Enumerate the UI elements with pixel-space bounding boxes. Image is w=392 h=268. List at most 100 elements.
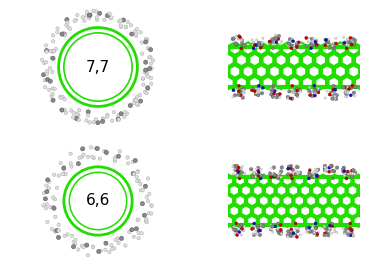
- Circle shape: [98, 11, 102, 16]
- Circle shape: [257, 89, 260, 91]
- Circle shape: [343, 174, 345, 177]
- Circle shape: [274, 41, 276, 43]
- Circle shape: [279, 170, 283, 173]
- Circle shape: [91, 155, 94, 159]
- Circle shape: [268, 172, 272, 175]
- Circle shape: [274, 36, 276, 38]
- Circle shape: [330, 222, 333, 225]
- Circle shape: [350, 42, 354, 46]
- Circle shape: [309, 87, 310, 89]
- Circle shape: [139, 31, 142, 34]
- Circle shape: [259, 229, 262, 232]
- Circle shape: [312, 42, 314, 44]
- Circle shape: [45, 69, 49, 73]
- Circle shape: [63, 108, 66, 111]
- Circle shape: [258, 91, 260, 94]
- Circle shape: [133, 98, 136, 102]
- Circle shape: [294, 228, 296, 230]
- Circle shape: [305, 44, 308, 48]
- Circle shape: [146, 46, 150, 50]
- Circle shape: [137, 236, 140, 240]
- Circle shape: [236, 169, 239, 172]
- Circle shape: [87, 13, 91, 17]
- Circle shape: [333, 42, 335, 44]
- Circle shape: [51, 87, 54, 90]
- Circle shape: [313, 232, 315, 234]
- Circle shape: [312, 43, 315, 46]
- Circle shape: [62, 32, 67, 36]
- Circle shape: [71, 116, 75, 119]
- Circle shape: [343, 172, 345, 174]
- Circle shape: [351, 84, 354, 87]
- Circle shape: [328, 93, 331, 96]
- Circle shape: [232, 96, 234, 98]
- Circle shape: [270, 89, 272, 91]
- Circle shape: [131, 160, 134, 163]
- Circle shape: [314, 39, 318, 42]
- Circle shape: [327, 39, 329, 41]
- Circle shape: [315, 39, 317, 41]
- Circle shape: [142, 83, 145, 86]
- Circle shape: [252, 233, 256, 237]
- Circle shape: [278, 174, 282, 177]
- Circle shape: [253, 173, 255, 175]
- Circle shape: [327, 40, 330, 43]
- Circle shape: [323, 164, 327, 168]
- Circle shape: [354, 171, 357, 174]
- Circle shape: [123, 110, 127, 114]
- Circle shape: [65, 23, 68, 27]
- Circle shape: [345, 43, 348, 46]
- Circle shape: [272, 43, 274, 45]
- Circle shape: [44, 206, 47, 210]
- Circle shape: [61, 172, 64, 176]
- Circle shape: [347, 228, 350, 231]
- Circle shape: [272, 173, 275, 176]
- Circle shape: [289, 234, 293, 238]
- Circle shape: [316, 232, 319, 235]
- Circle shape: [238, 91, 240, 93]
- Circle shape: [290, 97, 294, 100]
- Circle shape: [139, 183, 142, 186]
- Circle shape: [333, 89, 336, 92]
- Circle shape: [243, 91, 246, 94]
- Circle shape: [343, 230, 347, 234]
- Circle shape: [51, 70, 54, 74]
- Circle shape: [256, 91, 258, 93]
- Circle shape: [136, 179, 139, 183]
- Circle shape: [128, 230, 131, 234]
- Circle shape: [51, 56, 55, 60]
- Circle shape: [257, 47, 260, 49]
- Circle shape: [354, 95, 356, 97]
- Circle shape: [298, 41, 300, 44]
- Circle shape: [290, 44, 294, 48]
- Circle shape: [291, 168, 294, 172]
- Circle shape: [314, 222, 317, 225]
- Circle shape: [106, 113, 109, 117]
- Circle shape: [241, 95, 243, 97]
- Circle shape: [272, 175, 276, 178]
- Circle shape: [352, 40, 354, 43]
- Circle shape: [137, 179, 140, 183]
- Circle shape: [144, 37, 148, 40]
- Circle shape: [291, 84, 294, 87]
- Circle shape: [147, 192, 151, 196]
- Circle shape: [350, 169, 353, 172]
- Circle shape: [291, 231, 294, 234]
- Circle shape: [80, 155, 84, 159]
- Circle shape: [238, 177, 241, 180]
- Circle shape: [354, 85, 357, 89]
- Circle shape: [113, 157, 116, 161]
- Circle shape: [101, 117, 105, 120]
- Circle shape: [349, 36, 352, 39]
- Circle shape: [138, 99, 143, 103]
- Circle shape: [261, 42, 263, 44]
- Circle shape: [141, 189, 144, 192]
- Circle shape: [292, 232, 294, 234]
- Circle shape: [297, 166, 299, 168]
- Circle shape: [324, 38, 327, 42]
- Circle shape: [331, 97, 334, 100]
- Circle shape: [86, 110, 90, 114]
- Circle shape: [298, 171, 302, 174]
- Circle shape: [234, 168, 237, 172]
- Circle shape: [341, 168, 345, 171]
